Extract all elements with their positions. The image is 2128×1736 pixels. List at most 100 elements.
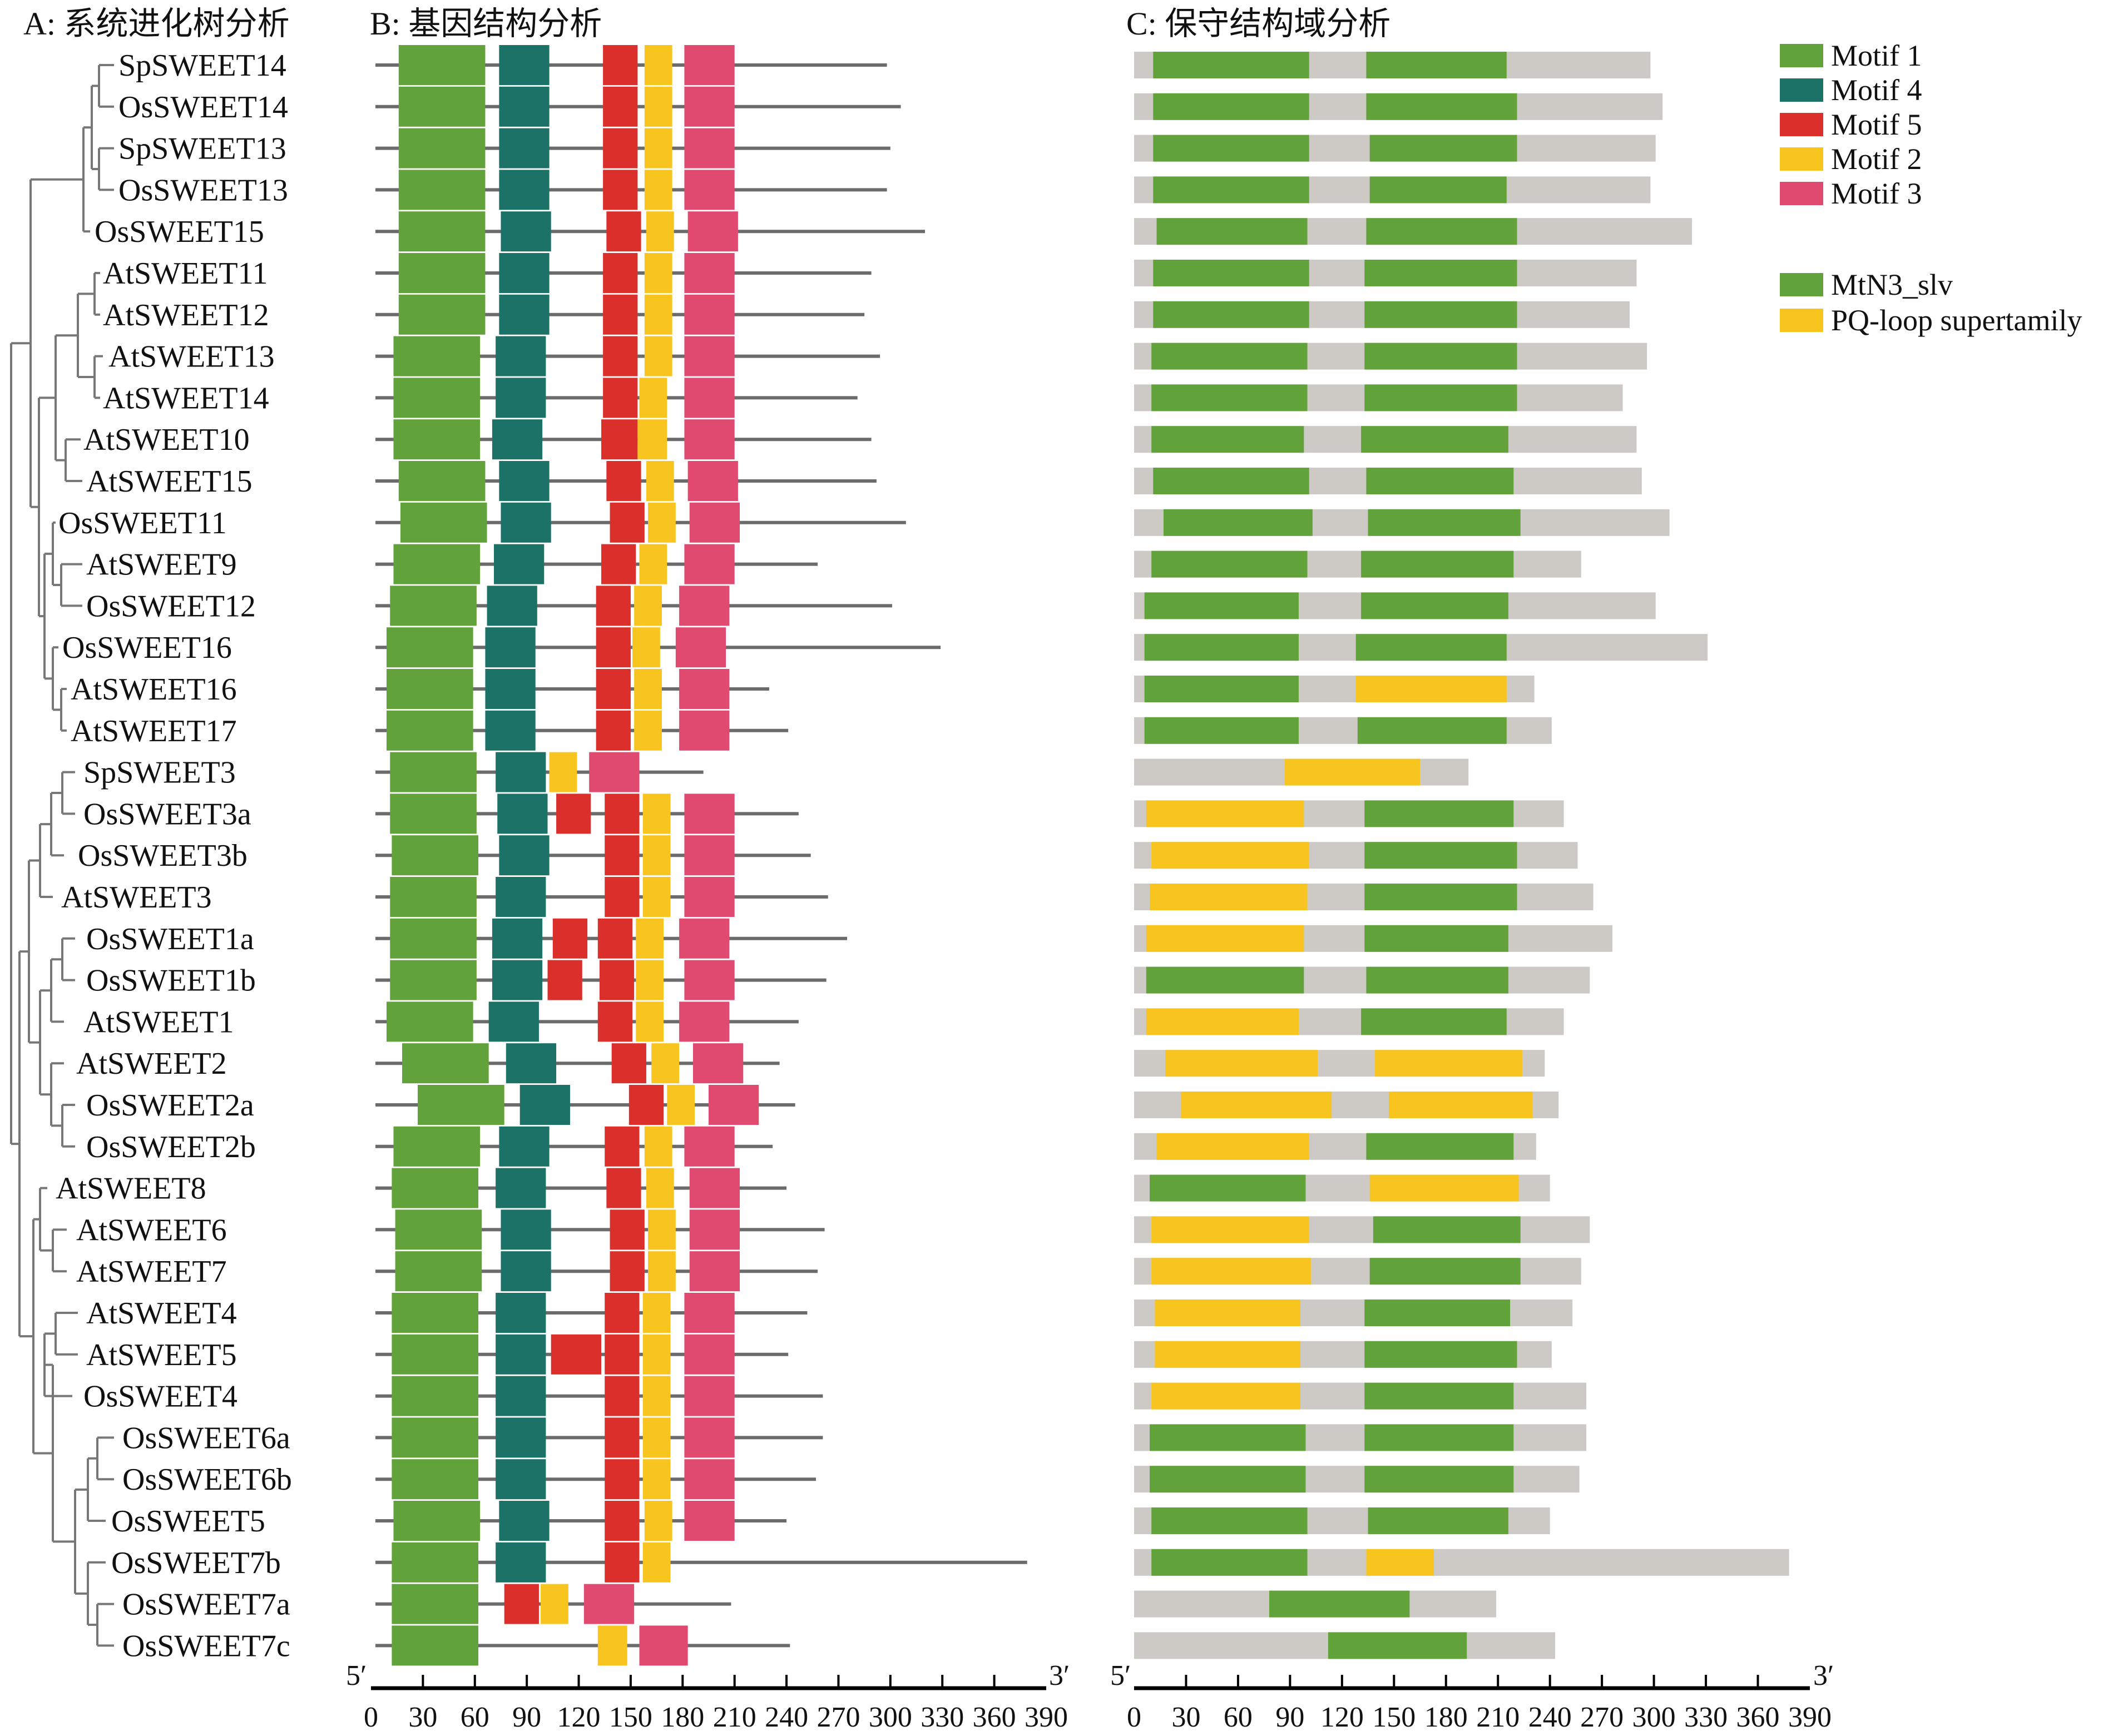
gene-structure-row <box>375 669 769 709</box>
domain-box <box>1366 52 1507 78</box>
legend-swatch <box>1780 182 1823 205</box>
domain-box <box>1364 1466 1514 1493</box>
motif-box <box>605 1459 640 1500</box>
domain-box <box>1369 1258 1521 1285</box>
motif-box <box>496 1542 546 1583</box>
domain-box <box>1165 1050 1318 1077</box>
motif-box <box>689 1209 740 1250</box>
tree-leaf-label: AtSWEET12 <box>103 298 269 333</box>
domain-box <box>1146 1008 1299 1035</box>
motif-box <box>642 1376 671 1416</box>
motif-box <box>644 45 672 85</box>
domain-box <box>1151 550 1308 578</box>
motif-box <box>605 1417 640 1458</box>
legend-swatch <box>1780 44 1823 67</box>
gene-structure-row <box>375 960 827 1000</box>
motif-box <box>492 918 543 959</box>
motif-box <box>684 1376 735 1416</box>
motif-box <box>642 1293 671 1333</box>
legend-label: Motif 1 <box>1831 39 1922 72</box>
axis-tick-label: 30 <box>1171 1702 1200 1733</box>
motif-box <box>501 502 551 543</box>
tree-leaf-label: AtSWEET8 <box>56 1172 206 1206</box>
motif-box <box>547 960 582 1000</box>
motif-box <box>398 211 486 252</box>
axis-tick-label: 210 <box>713 1702 756 1733</box>
domain-box <box>1364 1382 1514 1410</box>
motif-box <box>684 1417 735 1458</box>
motif-box <box>605 1501 640 1541</box>
axis-tick-label: 240 <box>1528 1702 1572 1733</box>
domain-row <box>1134 842 1578 869</box>
domain-row <box>1134 592 1656 619</box>
axis-tick-label: 240 <box>765 1702 808 1733</box>
motif-box <box>541 1584 568 1624</box>
motif-box <box>684 960 735 1000</box>
motif-box <box>499 461 550 501</box>
domain-row <box>1134 884 1593 910</box>
motif-box <box>642 1542 671 1583</box>
domain-box <box>1151 384 1308 411</box>
tree-leaf-label: OsSWEET5 <box>111 1504 265 1539</box>
domain-box <box>1146 800 1304 827</box>
domain-row <box>1134 1008 1564 1035</box>
axis-tick-label: 390 <box>1788 1702 1832 1733</box>
tree-leaf-label: OsSWEET3b <box>78 839 248 873</box>
motif-box <box>392 1542 478 1583</box>
domain-row <box>1134 800 1564 827</box>
domain-box <box>1355 676 1507 702</box>
tree-leaf-label: AtSWEET6 <box>76 1213 227 1247</box>
legend-label: Motif 4 <box>1831 73 1922 107</box>
gene-structure-row <box>375 1334 789 1375</box>
motif-box <box>605 1376 640 1416</box>
legend-swatch <box>1780 273 1823 296</box>
motif-box <box>402 1043 489 1084</box>
domain-row <box>1134 1050 1545 1077</box>
axis-tick-label: 150 <box>1372 1702 1416 1733</box>
motif-box <box>603 253 638 293</box>
axis-3prime-label: 3′ <box>1813 1660 1834 1692</box>
domain-box <box>1151 1216 1309 1243</box>
domain-box <box>1151 426 1304 453</box>
tree-leaf-label: AtSWEET17 <box>71 714 237 748</box>
motif-box <box>639 378 667 418</box>
motif-box <box>499 1126 550 1167</box>
tree-leaf-label: SpSWEET14 <box>118 48 286 83</box>
axis-tick-label: 270 <box>816 1702 860 1733</box>
motif-box <box>519 1085 570 1125</box>
domain-box <box>1144 717 1299 744</box>
domain-box <box>1151 842 1309 869</box>
motif-box <box>501 1209 551 1250</box>
motif-box <box>644 170 672 210</box>
domain-box <box>1269 1590 1410 1618</box>
gene-structure-row <box>375 752 704 792</box>
motif-box <box>390 877 477 917</box>
motif-box <box>494 544 545 584</box>
motif-box <box>393 544 481 584</box>
gene-structure-row <box>375 1085 795 1125</box>
motif-box <box>390 960 477 1000</box>
domain-box <box>1153 52 1309 78</box>
axis-tick-label: 180 <box>1424 1702 1468 1733</box>
tree-leaf-label: AtSWEET2 <box>76 1046 227 1081</box>
motif-box <box>549 752 577 792</box>
gene-structure-row <box>375 1459 816 1500</box>
axis-tick-label: 90 <box>1275 1702 1304 1733</box>
motif-box <box>610 1251 645 1292</box>
gene-structure-row <box>375 378 858 418</box>
domain-row <box>1134 509 1670 536</box>
tree-leaf-label: AtSWEET4 <box>86 1296 237 1331</box>
tree-leaf-labels: SpSWEET14 OsSWEET14 SpSWEET13 OsSWEET13 OsSW… <box>56 48 292 1663</box>
motif-box <box>395 1251 482 1292</box>
motif-box <box>497 793 548 834</box>
motif-box <box>679 586 730 626</box>
motif-box <box>506 1043 557 1084</box>
gene-structure-row <box>375 253 872 293</box>
motif-box <box>398 45 486 85</box>
motif-box <box>400 502 487 543</box>
motif-box <box>651 1043 680 1084</box>
domain-row <box>1134 925 1612 952</box>
motif-box <box>556 793 591 834</box>
axis-tick-label: 390 <box>1025 1702 1068 1733</box>
motif-box <box>644 1126 672 1167</box>
